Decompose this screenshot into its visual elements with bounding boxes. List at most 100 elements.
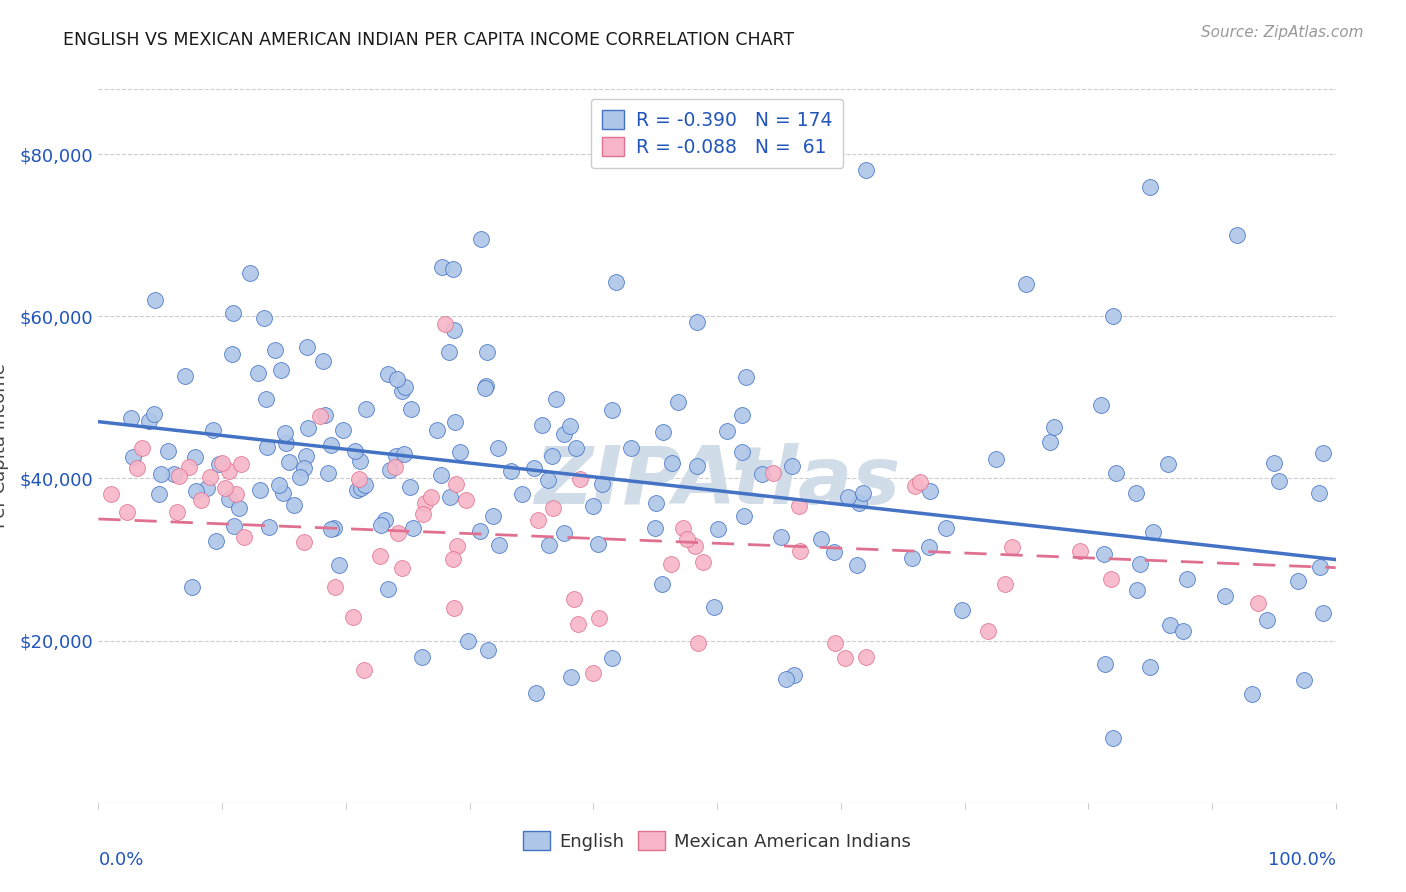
- Point: [651, 577, 673, 591]
- Point: [420, 490, 443, 504]
- Point: [1139, 179, 1161, 194]
- Point: [775, 672, 797, 686]
- Point: [138, 414, 160, 428]
- Point: [600, 402, 623, 417]
- Point: [249, 483, 271, 498]
- Point: [1288, 574, 1310, 589]
- Point: [256, 441, 278, 455]
- Point: [218, 464, 240, 478]
- Point: [731, 445, 754, 459]
- Point: [672, 521, 695, 535]
- Point: [253, 310, 276, 325]
- Point: [1129, 557, 1152, 571]
- Point: [354, 401, 377, 416]
- Point: [1092, 547, 1115, 561]
- Point: [510, 487, 533, 501]
- Point: [321, 522, 343, 536]
- Point: [560, 670, 582, 684]
- Point: [901, 550, 924, 565]
- Point: [174, 368, 197, 383]
- Y-axis label: Per Capita Income: Per Capita Income: [0, 364, 8, 528]
- Point: [391, 384, 413, 398]
- Point: [391, 561, 413, 575]
- Point: [620, 442, 643, 456]
- Point: [374, 513, 396, 527]
- Point: [308, 409, 330, 423]
- Point: [477, 643, 499, 657]
- Point: [346, 483, 368, 497]
- Point: [553, 427, 575, 442]
- Point: [368, 549, 391, 563]
- Point: [271, 486, 294, 500]
- Point: [1102, 310, 1125, 324]
- Point: [148, 487, 170, 501]
- Point: [692, 555, 714, 569]
- Point: [179, 459, 201, 474]
- Point: [125, 461, 148, 475]
- Point: [686, 315, 709, 329]
- Point: [569, 472, 592, 486]
- Point: [731, 408, 754, 422]
- Point: [546, 392, 568, 406]
- Point: [294, 449, 316, 463]
- Point: [166, 505, 188, 519]
- Point: [202, 423, 225, 437]
- Point: [666, 395, 689, 409]
- Point: [482, 508, 505, 523]
- Point: [402, 520, 425, 534]
- Point: [353, 664, 375, 678]
- Point: [221, 347, 243, 361]
- Point: [150, 467, 173, 482]
- Point: [527, 513, 550, 527]
- Point: [257, 519, 280, 533]
- Point: [918, 540, 941, 554]
- Point: [1105, 467, 1128, 481]
- Point: [214, 481, 236, 495]
- Point: [707, 522, 730, 536]
- Point: [1139, 660, 1161, 674]
- Point: [644, 521, 666, 535]
- Point: [399, 480, 422, 494]
- Point: [488, 538, 510, 552]
- Point: [783, 668, 806, 682]
- Point: [323, 581, 346, 595]
- Point: [591, 476, 613, 491]
- Point: [387, 526, 409, 541]
- Point: [437, 345, 460, 359]
- Point: [918, 483, 941, 498]
- Point: [354, 478, 377, 492]
- Point: [676, 533, 699, 547]
- Point: [468, 524, 491, 539]
- Point: [247, 366, 270, 380]
- Point: [157, 444, 180, 458]
- Point: [586, 536, 609, 550]
- Point: [276, 436, 298, 450]
- Text: 100.0%: 100.0%: [1268, 852, 1336, 870]
- Point: [232, 530, 254, 544]
- Point: [582, 666, 605, 681]
- Point: [565, 441, 588, 455]
- Point: [651, 425, 673, 439]
- Point: [541, 501, 564, 516]
- Point: [823, 545, 845, 559]
- Point: [1015, 277, 1038, 291]
- Point: [264, 343, 287, 358]
- Point: [486, 442, 509, 456]
- Point: [273, 426, 295, 441]
- Point: [347, 472, 370, 486]
- Point: [426, 423, 449, 437]
- Point: [1000, 540, 1022, 554]
- Point: [239, 266, 262, 280]
- Point: [751, 467, 773, 481]
- Point: [475, 344, 498, 359]
- Point: [499, 465, 522, 479]
- Point: [475, 379, 498, 393]
- Point: [297, 421, 319, 435]
- Point: [413, 496, 436, 510]
- Text: ZIPAtlas: ZIPAtlas: [534, 442, 900, 521]
- Point: [908, 475, 931, 489]
- Point: [297, 340, 319, 354]
- Point: [848, 496, 870, 510]
- Point: [582, 499, 605, 513]
- Point: [131, 441, 153, 455]
